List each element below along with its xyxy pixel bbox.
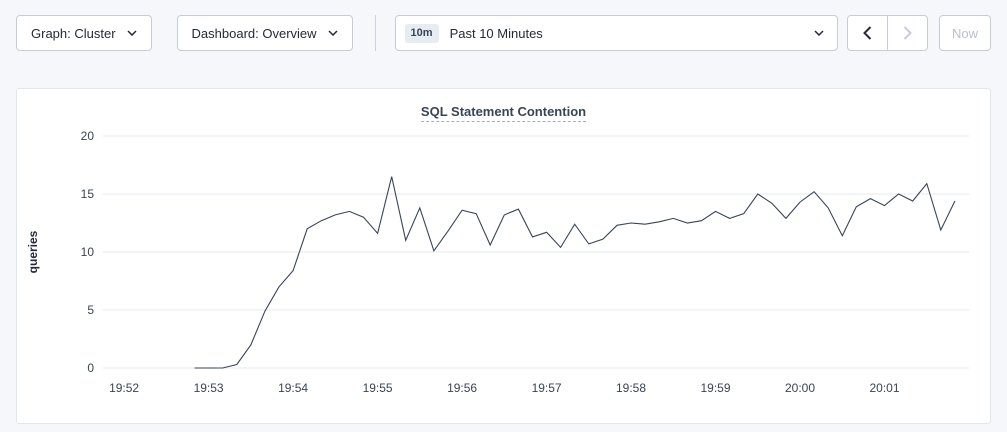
graph-dropdown[interactable]: Graph: Cluster — [16, 15, 152, 51]
dashboard-dropdown[interactable]: Dashboard: Overview — [176, 15, 353, 51]
toolbar: Graph: Cluster Dashboard: Overview 10m P… — [0, 0, 1007, 51]
prev-time-button[interactable] — [847, 15, 888, 51]
svg-text:5: 5 — [87, 303, 94, 317]
chevron-down-icon — [814, 30, 824, 36]
svg-text:19:58: 19:58 — [615, 381, 645, 395]
chart-title[interactable]: SQL Statement Contention — [420, 104, 587, 122]
svg-text:19:55: 19:55 — [362, 381, 392, 395]
chart-title-row: SQL Statement Contention — [17, 102, 990, 122]
svg-text:queries: queries — [26, 230, 40, 273]
toolbar-divider — [374, 15, 376, 51]
svg-text:19:52: 19:52 — [109, 381, 139, 395]
line-chart: 0 5 10 15 20 19:52 19:53 19:54 19:55 19:56 19:57 19… — [26, 129, 969, 395]
time-window-label: Past 10 Minutes — [449, 25, 543, 41]
svg-text:0: 0 — [87, 361, 94, 375]
now-button[interactable]: Now — [939, 15, 991, 51]
svg-text:19:56: 19:56 — [447, 381, 477, 395]
svg-text:19:57: 19:57 — [531, 381, 561, 395]
svg-text:10: 10 — [80, 245, 94, 259]
chevron-right-icon — [903, 26, 912, 40]
chart-panel: SQL Statement Contention 0 5 10 15 20 19:52 19… — [16, 88, 991, 424]
svg-text:20: 20 — [80, 129, 94, 143]
chevron-left-icon — [863, 26, 872, 40]
svg-text:15: 15 — [80, 187, 94, 201]
time-window-badge: 10m — [404, 23, 439, 43]
graph-dropdown-label: Graph: Cluster — [31, 25, 116, 41]
dashboard-dropdown-label: Dashboard: Overview — [191, 25, 317, 41]
svg-text:19:54: 19:54 — [278, 381, 308, 395]
chevron-down-icon — [127, 30, 137, 36]
next-time-button[interactable] — [887, 15, 928, 51]
svg-text:20:01: 20:01 — [869, 381, 899, 395]
svg-text:19:59: 19:59 — [700, 381, 730, 395]
svg-text:20:00: 20:00 — [784, 381, 814, 395]
chevron-down-icon — [328, 30, 338, 36]
time-nav-group — [847, 15, 928, 51]
time-window-selector[interactable]: 10m Past 10 Minutes — [394, 15, 838, 51]
svg-text:19:53: 19:53 — [193, 381, 223, 395]
